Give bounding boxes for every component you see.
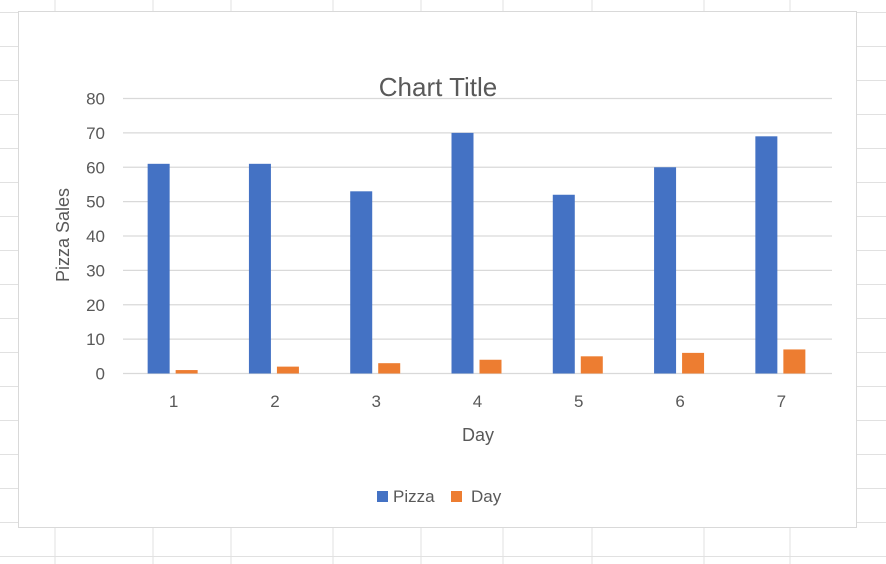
bar-pizza-day-7[interactable] <box>755 136 778 374</box>
x-tick-label: 7 <box>777 392 786 411</box>
bar-pizza-day-1[interactable] <box>147 163 170 374</box>
y-tick-label: 50 <box>86 193 105 212</box>
gridlines <box>123 97 832 375</box>
legend-swatch-day <box>451 491 462 502</box>
bar-pizza-day-6[interactable] <box>654 167 677 374</box>
bar-day-day-2[interactable] <box>276 366 299 374</box>
bar-pizza-day-4[interactable] <box>451 132 474 374</box>
y-tick-label: 70 <box>86 124 105 143</box>
y-tick-label: 20 <box>86 296 105 315</box>
chart-area[interactable]: 0 10 20 30 40 50 60 70 80 1 2 3 4 5 6 7 Chart Title Pi… <box>18 11 857 528</box>
bar-day-day-7[interactable] <box>783 349 806 374</box>
y-tick-label: 30 <box>86 261 105 280</box>
bar-pizza-day-3[interactable] <box>350 191 373 374</box>
bar-pizza-day-2[interactable] <box>248 163 271 374</box>
bar-day-day-4[interactable] <box>479 359 502 374</box>
y-tick-label: 60 <box>86 158 105 177</box>
bar-day-day-5[interactable] <box>580 356 603 374</box>
x-axis-ticks: 1 2 3 4 5 6 7 <box>169 392 786 411</box>
bar-day-day-3[interactable] <box>378 363 401 374</box>
legend[interactable]: Pizza Day <box>377 487 502 506</box>
x-axis-title[interactable]: Day <box>462 425 494 445</box>
x-tick-label: 6 <box>675 392 684 411</box>
bars <box>147 132 806 374</box>
legend-label-day[interactable]: Day <box>471 487 502 506</box>
x-tick-label: 2 <box>270 392 279 411</box>
x-tick-label: 3 <box>371 392 380 411</box>
bar-day-day-6[interactable] <box>682 352 705 374</box>
y-tick-label: 40 <box>86 227 105 246</box>
y-tick-label: 80 <box>86 90 105 109</box>
bar-pizza-day-5[interactable] <box>552 194 575 374</box>
y-tick-label: 0 <box>96 365 105 384</box>
x-tick-label: 5 <box>574 392 583 411</box>
chart-title[interactable]: Chart Title <box>379 72 498 102</box>
chart-plot: 0 10 20 30 40 50 60 70 80 1 2 3 4 5 6 7 Chart Title Pi… <box>53 72 832 506</box>
y-axis-ticks: 0 10 20 30 40 50 60 70 80 <box>86 90 105 384</box>
legend-label-pizza[interactable]: Pizza <box>393 487 435 506</box>
legend-swatch-pizza <box>377 491 388 502</box>
y-axis-title[interactable]: Pizza Sales <box>53 188 73 282</box>
x-tick-label: 1 <box>169 392 178 411</box>
y-tick-label: 10 <box>86 330 105 349</box>
x-tick-label: 4 <box>473 392 482 411</box>
bar-day-day-1[interactable] <box>175 370 198 374</box>
